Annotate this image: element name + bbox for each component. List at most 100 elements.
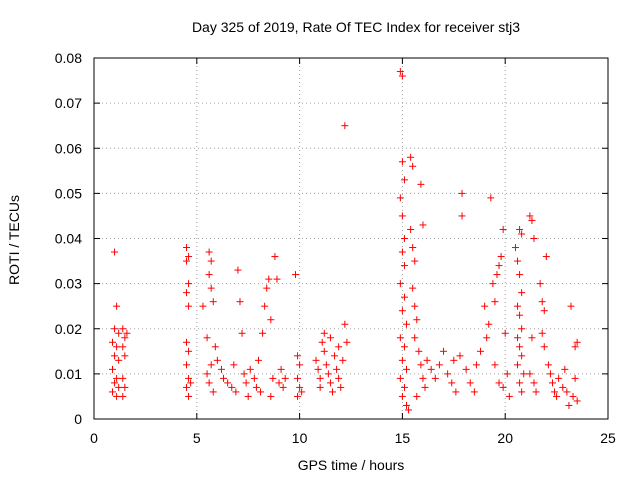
data-point — [403, 365, 411, 373]
data-point — [485, 320, 493, 328]
data-point — [324, 370, 332, 378]
data-point — [320, 329, 328, 337]
data-point — [514, 334, 522, 342]
data-point — [294, 374, 302, 382]
data-point — [403, 320, 411, 328]
data-point — [183, 361, 191, 369]
data-point — [111, 325, 119, 333]
data-point — [551, 388, 559, 396]
data-point — [320, 347, 328, 355]
data-point — [396, 194, 404, 202]
y-tick-label: 0 — [74, 411, 82, 427]
data-point — [563, 388, 571, 396]
y-tick-label: 0.08 — [55, 50, 82, 66]
data-point — [518, 388, 526, 396]
data-point — [119, 392, 127, 400]
y-tick-label: 0.01 — [55, 366, 82, 382]
data-point — [452, 388, 460, 396]
data-point — [398, 212, 406, 220]
data-point — [501, 329, 509, 337]
data-point — [121, 383, 129, 391]
data-point — [396, 280, 404, 288]
data-point — [417, 361, 425, 369]
data-point — [561, 365, 569, 373]
data-point — [400, 262, 408, 270]
y-tick-label: 0.02 — [55, 321, 82, 337]
data-point — [530, 379, 538, 387]
data-point — [328, 388, 336, 396]
axis-ticks: 0 5 10 15 20 25 0 0.01 0.02 0.03 0.04 0.05 0.06 0.07 0… — [55, 50, 616, 446]
data-point — [331, 352, 339, 360]
data-point — [183, 289, 191, 297]
data-point — [187, 379, 195, 387]
data-point — [316, 374, 324, 382]
data-point — [503, 370, 511, 378]
data-point — [462, 365, 470, 373]
data-point — [403, 401, 411, 409]
data-point — [335, 374, 343, 382]
data-point — [279, 383, 287, 391]
data-point — [398, 307, 406, 315]
data-point — [567, 302, 575, 310]
data-point — [571, 343, 579, 351]
data-point — [119, 325, 127, 333]
data-point — [275, 379, 283, 387]
data-point — [115, 356, 123, 364]
data-point — [411, 257, 419, 265]
data-point — [261, 302, 269, 310]
x-tick-label: 15 — [395, 430, 411, 446]
data-point — [113, 374, 121, 382]
data-point — [203, 370, 211, 378]
x-tick-label: 0 — [90, 430, 98, 446]
data-point — [450, 356, 458, 364]
data-point — [296, 383, 304, 391]
data-point — [183, 257, 191, 265]
data-point — [516, 225, 524, 233]
data-point — [185, 253, 193, 261]
data-point — [489, 280, 497, 288]
data-point — [569, 392, 577, 400]
data-point — [400, 176, 408, 184]
data-point — [265, 275, 273, 283]
data-point — [540, 307, 548, 315]
data-point — [400, 235, 408, 242]
data-point — [435, 361, 443, 369]
data-point — [421, 383, 429, 391]
data-point — [553, 392, 561, 400]
data-point — [470, 388, 478, 396]
data-point — [291, 271, 299, 279]
y-tick-label: 0.06 — [55, 140, 82, 156]
x-tick-label: 20 — [497, 430, 513, 446]
data-point — [396, 334, 404, 342]
data-point — [183, 383, 191, 391]
data-point — [444, 370, 452, 378]
y-axis-label: ROTI / TECUs — [6, 195, 22, 285]
data-point — [207, 284, 215, 292]
data-point — [505, 392, 513, 400]
data-point — [559, 383, 567, 391]
data-point — [400, 383, 408, 391]
data-point — [333, 365, 341, 373]
data-point — [497, 253, 505, 261]
data-point — [185, 280, 193, 288]
data-point — [250, 374, 258, 382]
data-point — [111, 379, 119, 387]
data-points — [109, 68, 581, 414]
data-point — [573, 338, 581, 346]
data-point — [427, 365, 435, 373]
data-point — [518, 325, 526, 333]
data-point — [458, 189, 466, 197]
data-point — [252, 383, 260, 391]
y-tick-label: 0.07 — [55, 95, 82, 111]
data-point — [259, 329, 267, 337]
data-point — [113, 343, 121, 351]
data-point — [341, 320, 349, 328]
data-point — [520, 370, 528, 378]
data-point — [565, 401, 573, 409]
data-point — [207, 361, 215, 369]
data-point — [232, 388, 240, 396]
x-tick-label: 10 — [292, 430, 308, 446]
data-point — [491, 298, 499, 306]
data-point — [440, 347, 448, 355]
